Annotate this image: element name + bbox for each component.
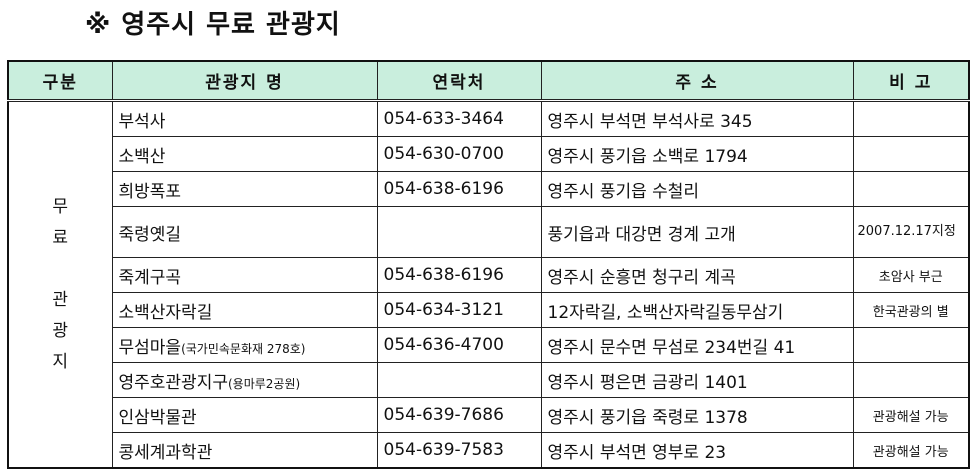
phone-cell: 054-639-7583 [376,432,542,469]
address-cell: 영주시 순흥면 청구리 계곡 [540,257,854,293]
table-row: 희방폭포 054-638-6196 영주시 풍기읍 수철리 [8,171,970,207]
note-cell: 2007.12.17지정 [852,206,970,258]
site-name: 부석사 [118,111,166,132]
phone-cell [376,206,542,258]
table-row: 콩세계과학관 054-639-7583 영주시 부석면 영부로 23 관광해설 가능 [8,432,970,469]
header-name: 관광지 명 [111,60,378,102]
note-cell [852,100,970,137]
phone-cell: 054-639-7686 [376,397,542,433]
site-name-cell: 콩세계과학관 [111,432,378,469]
category-char: 광 [52,320,69,341]
note-cell: 관광해설 가능 [852,432,970,469]
site-name-cell: 죽령옛길 [111,206,378,258]
address-cell: 풍기읍과 대강면 경계 고개 [540,206,854,258]
tourist-sites-table: 구분 관광지 명 연락처 주 소 비 고 무 료 관 광 지 부석사 054-633-346… [7,60,970,469]
site-name: 인삼박물관 [118,407,197,428]
site-subtitle: (용마루2공원) [227,376,301,391]
header-phone: 연락처 [376,60,542,102]
table-row: 무섬마을(국가민속문화재 278호) 054-636-4700 영주시 문수면 무섬… [8,327,970,363]
table-row: 죽령옛길 풍기읍과 대강면 경계 고개 2007.12.17지정 [8,206,970,258]
phone-cell: 054-630-0700 [376,136,542,172]
site-name-cell: 희방폭포 [111,171,378,207]
address-cell: 영주시 부석면 영부로 23 [540,432,854,469]
note-cell [852,327,970,363]
table-row: 무 료 관 광 지 부석사 054-633-3464 영주시 부석면 부석사로 345 [7,100,970,469]
header-category: 구분 [7,60,113,102]
table-row: 죽계구곡 054-638-6196 영주시 순흥면 청구리 계곡 초암사 부근 [8,257,970,293]
category-char [15,254,106,285]
table-row: 소백산 054-630-0700 영주시 풍기읍 소백로 1794 [8,136,970,172]
phone-cell [376,362,542,398]
address-cell: 영주시 풍기읍 소백로 1794 [540,136,854,172]
category-char: 지 [52,351,69,372]
phone-cell: 054-634-3121 [376,292,542,328]
site-name: 죽령옛길 [118,224,182,245]
site-name: 무섬마을 [118,337,182,358]
address-cell: 영주시 부석면 부석사로 345 [540,100,854,137]
site-name-cell: 영주호관광지구(용마루2공원) [111,362,378,398]
address-cell: 영주시 풍기읍 수철리 [540,171,854,207]
page-title: ※ 영주시 무료 관광지 [85,10,341,40]
category-char: 료 [52,227,69,248]
header-row: 구분 관광지 명 연락처 주 소 비 고 [7,60,970,102]
site-name: 소백산자락길 [118,302,213,323]
site-name: 영주호관광지구 [118,372,228,393]
site-subtitle: (국가민속문화재 278호) [181,341,306,356]
address-cell: 영주시 풍기읍 죽령로 1378 [540,397,854,433]
table-row: 영주호관광지구(용마루2공원) 영주시 평은면 금광리 1401 [8,362,970,398]
site-name-cell: 인삼박물관 [111,397,378,433]
site-name-cell: 무섬마을(국가민속문화재 278호) [111,327,378,363]
site-name-cell: 부석사 [111,100,378,137]
site-name: 소백산 [118,146,166,167]
note-cell [852,362,970,398]
address-cell: 12자락길, 소백산자락길동무삼기 [540,292,854,328]
site-name-cell: 소백산자락길 [111,292,378,328]
phone-cell: 054-636-4700 [376,327,542,363]
note-cell: 초암사 부근 [852,257,970,293]
note-cell [852,171,970,207]
site-name: 희방폭포 [118,181,182,202]
phone-cell: 054-633-3464 [376,100,542,137]
phone-cell: 054-638-6196 [376,171,542,207]
category-char: 관 [52,289,69,310]
note-cell: 한국관광의 별 [852,292,970,328]
header-address: 주 소 [540,60,854,102]
address-cell: 영주시 평은면 금광리 1401 [540,362,854,398]
header-note: 비 고 [852,60,970,102]
category-char: 무 [52,196,69,217]
table-row: 인삼박물관 054-639-7686 영주시 풍기읍 죽령로 1378 관광해설 가능 [8,397,970,433]
site-name: 콩세계과학관 [118,442,213,463]
note-cell: 관광해설 가능 [852,397,970,433]
site-name: 죽계구곡 [118,267,182,288]
site-name-cell: 소백산 [111,136,378,172]
note-cell [852,136,970,172]
phone-cell: 054-638-6196 [376,257,542,293]
table-row: 소백산자락길 054-634-3121 12자락길, 소백산자락길동무삼기 한국관광의… [8,292,970,328]
address-cell: 영주시 문수면 무섬로 234번길 41 [540,327,854,363]
site-name-cell: 죽계구곡 [111,257,378,293]
